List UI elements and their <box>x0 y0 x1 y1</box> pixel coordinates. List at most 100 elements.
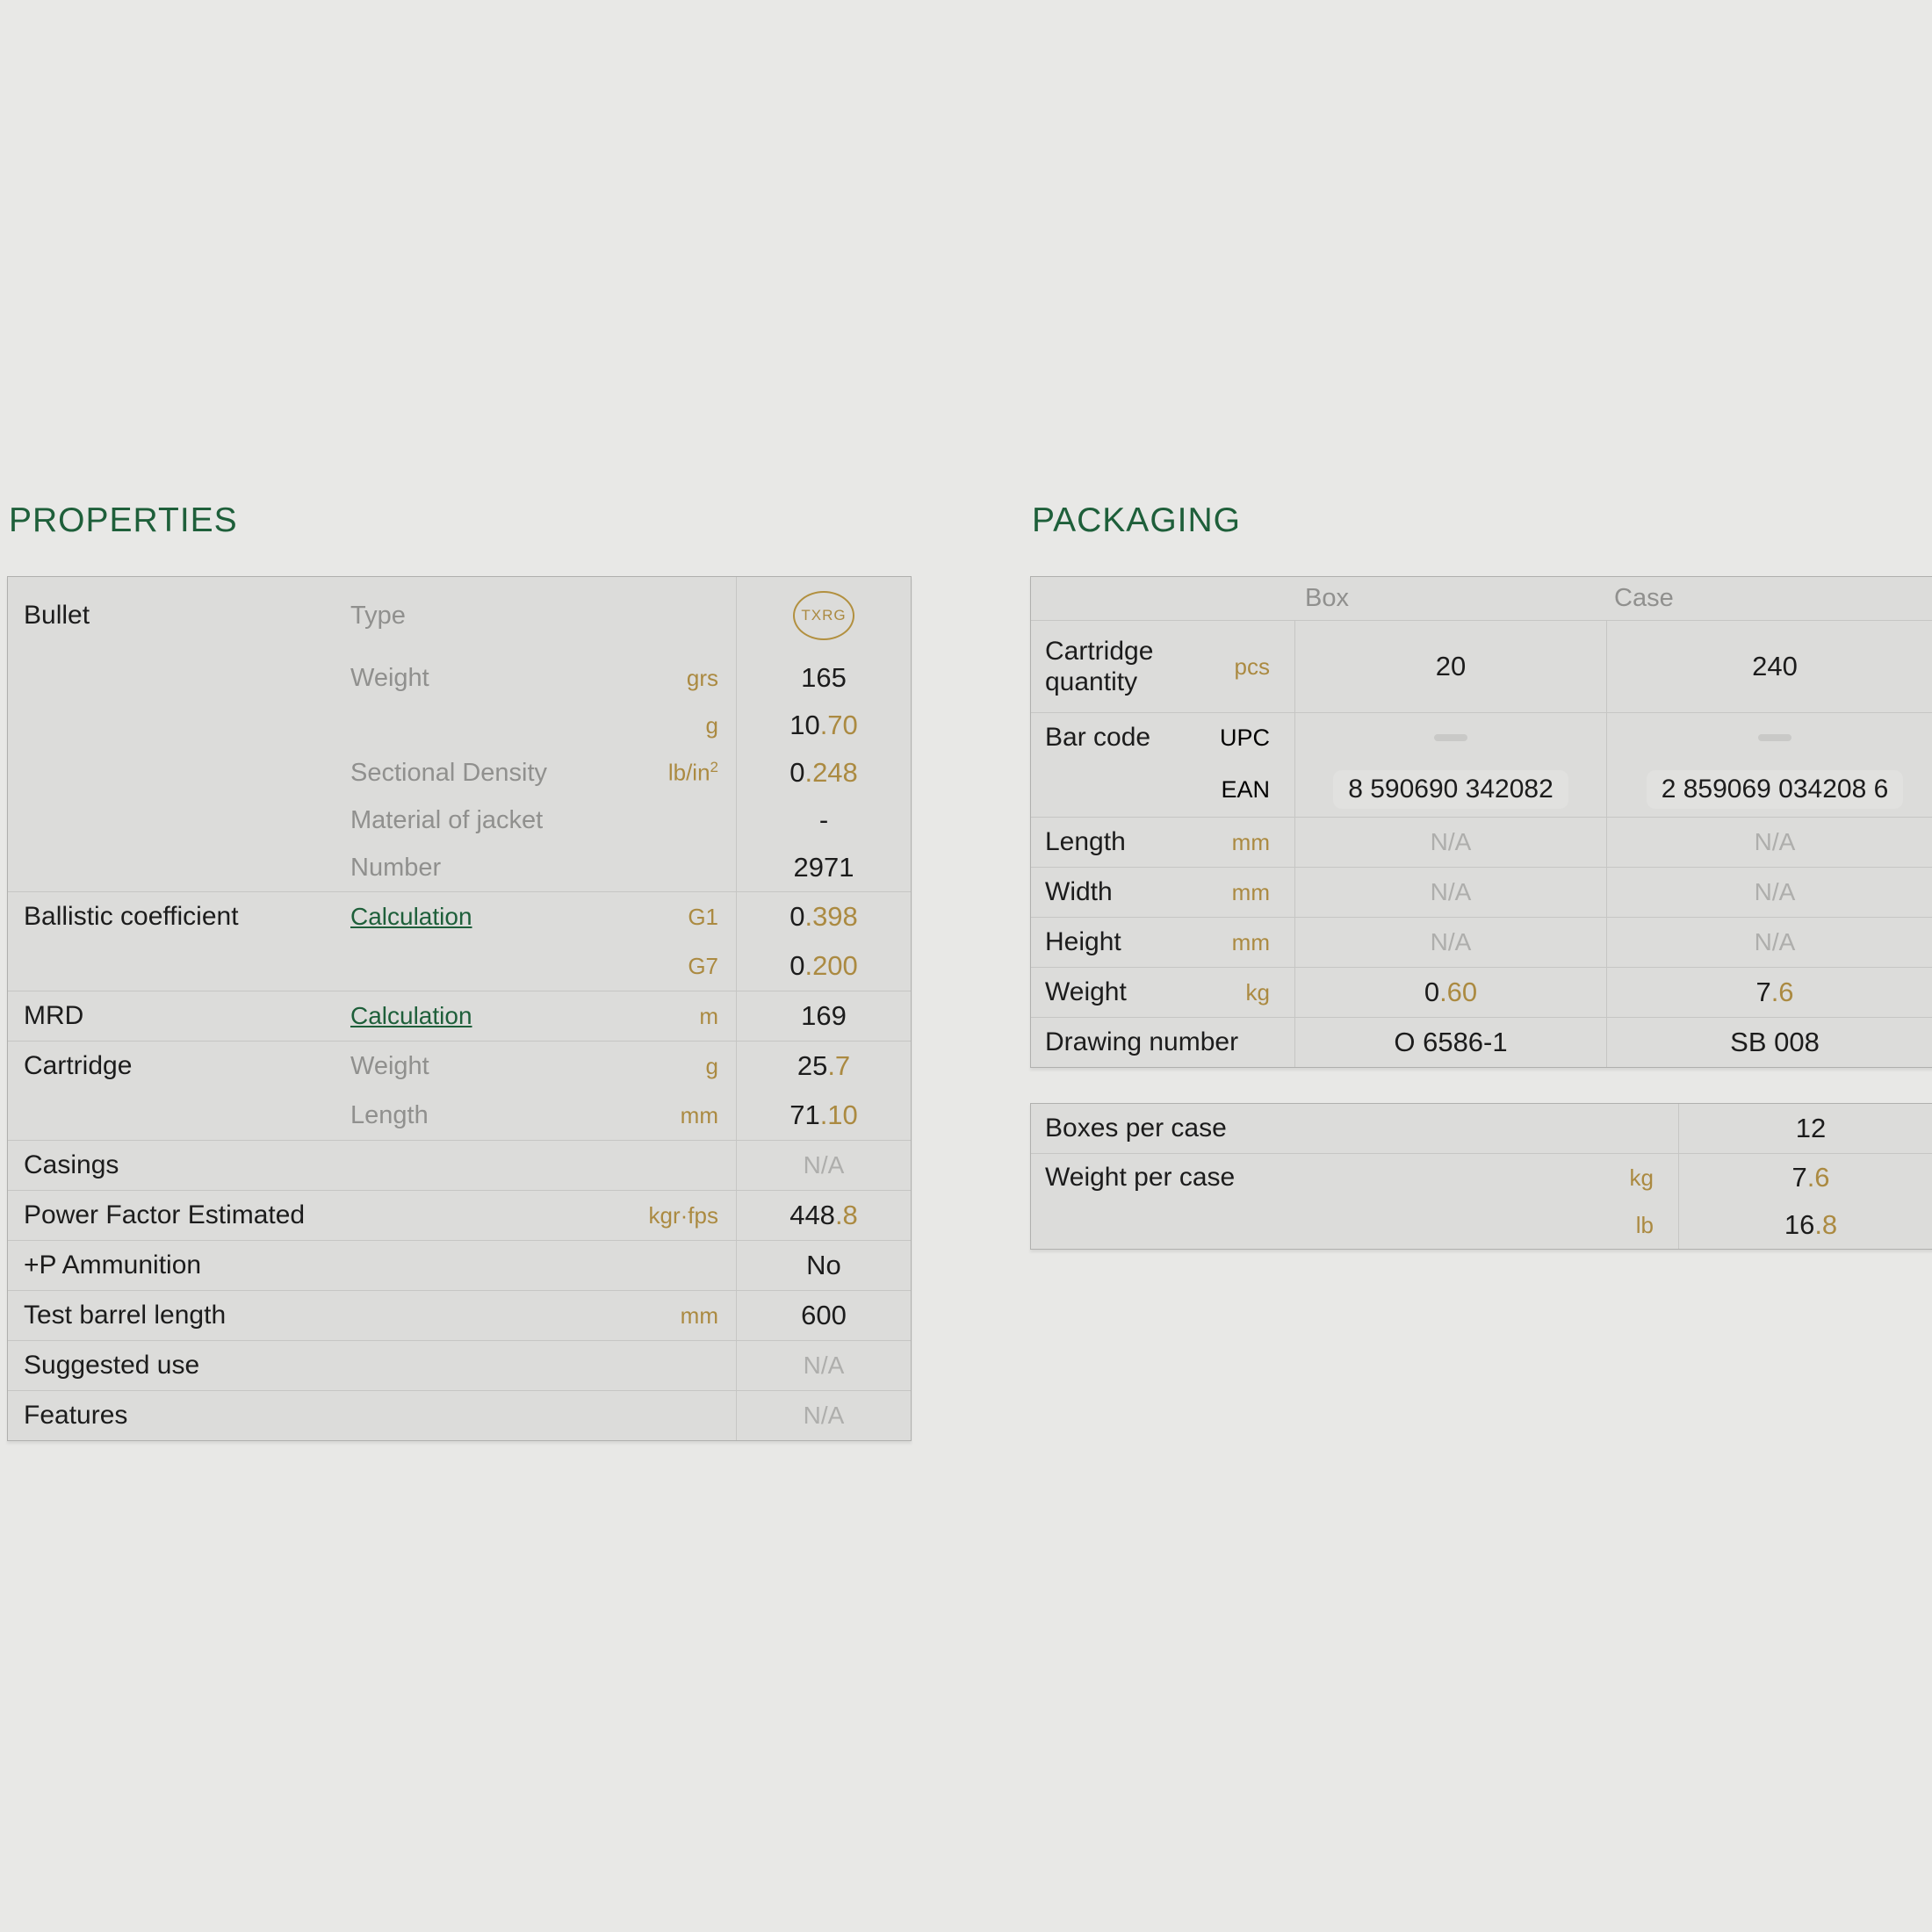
ballistic-coefficient-label: Ballistic coefficient <box>24 902 239 931</box>
suggested-use-label: Suggested use <box>24 1351 200 1380</box>
row-ballistic-coefficient: Ballistic coefficient Calculation G1 G7 … <box>8 891 911 991</box>
packaging-table: Box Case Cartridge quantity pcs 20 240 B… <box>1030 576 1932 1068</box>
width-unit: mm <box>1231 878 1270 905</box>
cartridge-length-unit: mm <box>680 1101 718 1128</box>
packaging-section: PACKAGING Box Case Cartridge quantity pc… <box>1030 501 1932 1250</box>
length-box-value: N/A <box>1430 828 1472 855</box>
bullet-weight-sublabel: Weight <box>350 663 429 692</box>
weight-per-case-label: Weight per case <box>1045 1163 1236 1193</box>
length-label: Length <box>1045 827 1126 857</box>
mrd-label: MRD <box>24 1001 84 1030</box>
power-factor-label: Power Factor Estimated <box>24 1200 306 1229</box>
row-height: Height mm N/A N/A <box>1031 917 1932 967</box>
cartridge-weight-unit: g <box>705 1052 718 1079</box>
g1-value: 0.398 <box>789 901 858 932</box>
row-bullet: Bullet Type Weight grs g Sectional Densi… <box>8 577 911 891</box>
sectional-density-value: 0.248 <box>789 757 858 788</box>
ballistic-calculation-link[interactable]: Calculation <box>350 902 472 930</box>
cartridge-quantity-unit: pcs <box>1234 652 1270 680</box>
bar-code-label: Bar code <box>1045 723 1151 753</box>
row-power-factor: Power Factor Estimated kgr·fps 448.8 <box>8 1190 911 1240</box>
column-header-box: Box <box>1305 584 1349 612</box>
weight-case-value: 7.6 <box>1755 977 1794 1007</box>
test-barrel-label: Test barrel length <box>24 1301 227 1330</box>
cartridge-length-sublabel: Length <box>350 1100 429 1129</box>
drawing-number-label: Drawing number <box>1045 1027 1239 1057</box>
length-unit: mm <box>1231 828 1270 855</box>
bullet-number-sublabel: Number <box>350 853 442 882</box>
height-label: Height <box>1045 927 1121 957</box>
ean-case-value: 2 859069 034208 6 <box>1646 770 1904 809</box>
weight-per-case-kg-unit: kg <box>1629 1164 1654 1191</box>
sectional-density-sublabel: Sectional Density <box>350 758 548 787</box>
per-case-table: Boxes per case 12 Weight per case kg lb … <box>1030 1103 1932 1250</box>
bullet-number-value: 2971 <box>793 852 854 883</box>
mrd-value: 169 <box>801 1000 847 1031</box>
mrd-unit: m <box>699 1002 718 1029</box>
row-boxes-per-case: Boxes per case 12 <box>1031 1104 1932 1153</box>
length-case-value: N/A <box>1754 828 1796 855</box>
packaging-weight-label: Weight <box>1045 977 1127 1007</box>
g1-unit: G1 <box>688 903 718 930</box>
casings-value: N/A <box>803 1151 845 1179</box>
test-barrel-unit: mm <box>680 1301 718 1329</box>
row-suggested-use: Suggested use N/A <box>8 1340 911 1390</box>
power-factor-value: 448.8 <box>789 1200 858 1230</box>
row-test-barrel-length: Test barrel length mm 600 <box>8 1290 911 1340</box>
features-label: Features <box>24 1401 128 1430</box>
casings-label: Casings <box>24 1150 119 1179</box>
row-cartridge: Cartridge Weight g Length mm 25.7 71.10 <box>8 1041 911 1140</box>
bullet-weight-grs-value: 165 <box>801 662 847 693</box>
cartridge-weight-sublabel: Weight <box>350 1051 429 1080</box>
upc-sublabel: UPC <box>1219 724 1270 751</box>
row-drawing-number: Drawing number O 6586-1 SB 008 <box>1031 1017 1932 1067</box>
features-value: N/A <box>803 1402 845 1429</box>
g7-value: 0.200 <box>789 950 858 981</box>
weight-per-case-lb-value: 16.8 <box>1784 1209 1838 1240</box>
mrd-calculation-link[interactable]: Calculation <box>350 1001 472 1029</box>
cartridge-weight-value: 25.7 <box>797 1050 851 1081</box>
width-label: Width <box>1045 877 1113 907</box>
drawing-number-box-value: O 6586-1 <box>1394 1027 1508 1057</box>
suggested-use-value: N/A <box>803 1352 845 1379</box>
test-barrel-value: 600 <box>801 1300 847 1330</box>
weight-box-value: 0.60 <box>1424 977 1478 1007</box>
material-of-jacket-value: - <box>818 804 829 835</box>
cartridge-label: Cartridge <box>24 1051 133 1080</box>
column-header-case: Case <box>1614 584 1674 612</box>
row-cartridge-quantity: Cartridge quantity pcs 20 240 <box>1031 620 1932 712</box>
row-bar-code: Bar code UPC EAN 8 590690 342082 2 85906… <box>1031 712 1932 817</box>
drawing-number-case-value: SB 008 <box>1730 1027 1820 1057</box>
g7-unit: G7 <box>688 952 718 979</box>
bullet-label: Bullet <box>24 601 90 630</box>
bullet-weight-g-value: 10.70 <box>789 710 858 740</box>
properties-title: PROPERTIES <box>9 501 238 539</box>
cartridge-length-value: 71.10 <box>789 1099 858 1130</box>
weight-per-case-lb-unit: lb <box>1635 1211 1654 1238</box>
cartridge-quantity-box-value: 20 <box>1435 651 1467 681</box>
row-features: Features N/A <box>8 1390 911 1440</box>
upc-case-value <box>1758 734 1791 741</box>
material-of-jacket-sublabel: Material of jacket <box>350 805 544 834</box>
boxes-per-case-value: 12 <box>1795 1113 1827 1143</box>
height-unit: mm <box>1231 928 1270 955</box>
row-length: Length mm N/A N/A <box>1031 817 1932 867</box>
bullet-weight-g-unit: g <box>705 711 718 739</box>
sectional-density-unit: lb/in2 <box>667 759 718 786</box>
height-box-value: N/A <box>1430 928 1472 955</box>
p-ammunition-label: +P Ammunition <box>24 1251 202 1280</box>
cartridge-quantity-label: Cartridge quantity <box>1045 636 1154 696</box>
bullet-type-sublabel: Type <box>350 601 406 630</box>
ean-box-value: 8 590690 342082 <box>1333 770 1568 809</box>
height-case-value: N/A <box>1754 928 1796 955</box>
width-case-value: N/A <box>1754 878 1796 905</box>
cartridge-quantity-case-value: 240 <box>1752 651 1798 681</box>
properties-section: PROPERTIES Bullet Type Weight grs g <box>7 501 912 1441</box>
packaging-header-row: Box Case <box>1031 577 1932 620</box>
boxes-per-case-label: Boxes per case <box>1045 1114 1227 1143</box>
bullet-weight-grs-unit: grs <box>686 664 718 691</box>
upc-box-value <box>1434 734 1467 741</box>
row-p-ammunition: +P Ammunition No <box>8 1240 911 1290</box>
p-ammunition-value: No <box>806 1250 841 1280</box>
row-casings: Casings N/A <box>8 1140 911 1190</box>
